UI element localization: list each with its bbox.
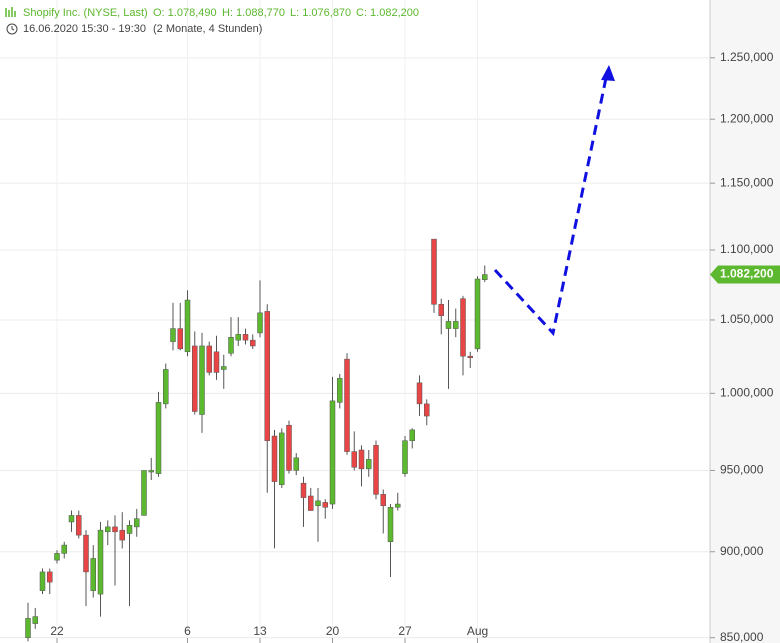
header: Shopify Inc. (NYSE, Last) O: 1.078,490 H… [5,7,419,35]
candle-body [134,518,140,528]
candle-body [25,618,31,638]
candle-body [39,571,46,591]
candle-body [467,355,473,358]
candle-body [308,495,314,511]
candle-body [271,435,278,482]
candle-body [387,507,394,543]
candle-body [286,424,292,471]
candle-body [315,500,321,506]
candles [25,238,488,642]
dashed-path [493,77,608,337]
candle-body [358,449,365,470]
chart-icon [5,7,16,17]
candle-body [54,553,60,561]
x-tick-label: 27 [398,624,412,638]
candle-body [366,459,372,470]
candle-body [126,524,133,534]
candle-body [373,445,379,495]
candle-body [221,366,227,370]
x-tick-label: 13 [253,624,267,638]
candle-body [32,616,38,624]
candle-body [402,440,408,474]
candle-body [344,358,350,452]
candle-body [76,515,82,536]
candle-body [68,515,75,523]
candle-body [61,544,67,554]
arrow-head [601,65,615,81]
candle-body [163,369,169,405]
last-price-tag [710,265,780,284]
candle-body [453,321,459,329]
last-price-label: 1.082,200 [720,267,774,281]
open-label: O: 1.078,490 [153,7,217,19]
candle-body [47,571,53,583]
axis-panel [710,0,780,643]
high-label: H: 1.088,770 [222,7,285,19]
candle-body [235,334,241,341]
candle-body [395,503,401,508]
candle-body [431,238,437,305]
candle-body [199,345,205,415]
candle-body [83,534,89,573]
y-tick-label: 1.250,000 [720,50,774,64]
clock-hand [11,26,15,31]
candle-body [242,334,249,341]
candle-body [213,351,220,373]
candle-body [322,502,328,508]
candle-body [119,529,125,541]
candle-body [206,345,212,373]
y-tick-label: 850,000 [720,630,764,643]
candle-body [250,339,256,347]
candle-body [279,432,285,486]
candle-body [257,312,263,334]
x-tick-label: 20 [326,624,340,638]
candle-body [264,311,270,441]
y-tick-label: 1.100,000 [720,242,774,256]
period: 16.06.2020 15:30 - 19:30 [23,23,146,35]
y-tick-label: 1.150,000 [720,175,774,189]
candle-body [445,321,452,329]
low-label: L: 1.076,870 [290,7,351,19]
candle-body [329,400,336,505]
y-tick-label: 900,000 [720,544,764,558]
candle-body [177,328,183,350]
candle-body [148,470,154,473]
candle-body [409,429,415,441]
clock-icon [6,23,18,35]
candle-body [228,336,234,354]
candle-body [300,482,307,498]
close-label: C: 1.082,200 [356,7,419,19]
candle-body [112,526,118,533]
candle-body [460,298,466,357]
candle-body [192,345,198,412]
y-tick-label: 1.200,000 [720,111,774,125]
x-tick-label: 6 [184,624,191,638]
candle-body [482,274,488,280]
candle-body [351,451,357,468]
candle-body [337,378,343,403]
candle-body [105,526,111,533]
x-tick-label: Aug [467,624,488,638]
candle-body [474,278,481,350]
candle-body [184,299,191,353]
candle-body [90,558,96,591]
candle-body [155,402,162,474]
candle-body [380,494,386,506]
grid [0,0,715,643]
span: (2 Monate, 4 Stunden) [153,23,262,35]
candle-body [141,470,147,516]
candle-body [424,403,430,417]
candle-body [416,382,423,405]
y-tick-label: 1.000,000 [720,385,774,399]
candle-body [170,328,176,342]
x-tick-label: 22 [50,624,64,638]
y-tick-label: 950,000 [720,463,764,477]
y-tick-label: 1.050,000 [720,312,774,326]
title: Shopify Inc. (NYSE, Last) [23,7,148,19]
candle-body [97,529,104,595]
candle-body [438,304,444,316]
forecast-arrow [493,65,615,337]
candle-body [293,457,299,471]
